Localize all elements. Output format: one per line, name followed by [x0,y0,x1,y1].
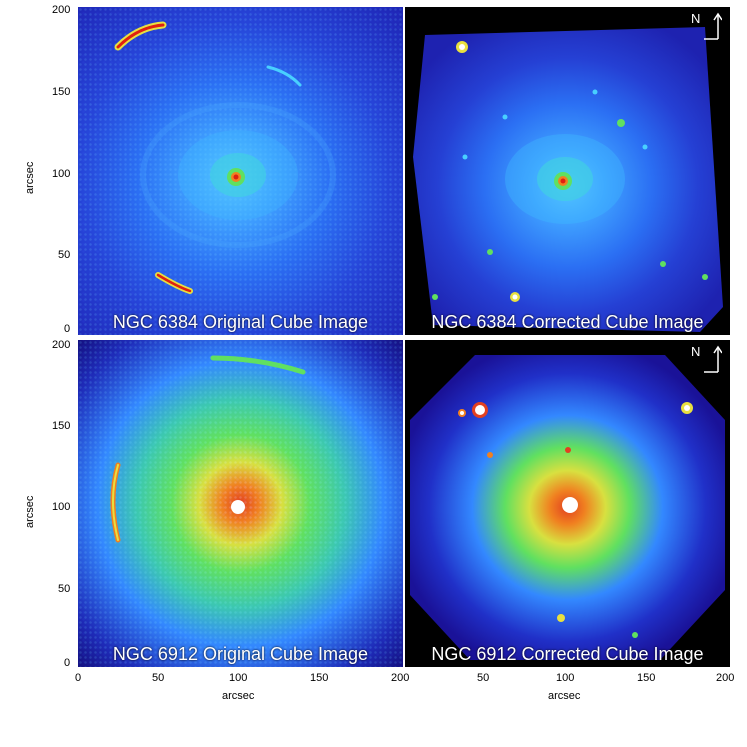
north-label-bottom: N [690,344,701,359]
panel-ngc6384-corrected: N NGC 6384 Corrected Cube Image [405,7,730,335]
y-axis-title-bottom: arcsec [24,495,36,528]
x-tick-right-150: 150 [637,672,656,684]
x-tick-right-200: 200 [716,672,735,684]
galaxy-image-ngc6384-corrected [413,27,723,332]
y-tick-top-200: 200 [52,4,71,16]
x-axis-title-left: arcsec [222,690,255,702]
x-tick-right-100: 100 [556,672,575,684]
panel-ngc6912-original: NGC 6912 Original Cube Image [78,340,403,667]
y-tick-bottom-0: 0 [64,657,71,669]
caption-top-left: NGC 6384 Original Cube Image [112,312,369,332]
y-tick-bottom-150: 150 [52,420,71,432]
y-axis-title-top: arcsec [24,161,36,194]
y-tick-bottom-100: 100 [52,501,71,513]
x-axis-title-right: arcsec [548,690,581,702]
north-arrow-icon [704,345,723,373]
y-tick-top-0: 0 [64,323,71,335]
y-tick-bottom-200: 200 [52,339,71,351]
x-tick-right-50: 50 [477,672,490,684]
north-arrow-bottom: N [690,344,723,374]
y-tick-top-50: 50 [58,249,71,261]
galaxy-image-ngc6912-original [110,355,306,543]
x-tick-left-150: 150 [310,672,329,684]
x-tick-left-200: 200 [391,672,410,684]
x-tick-left-50: 50 [152,672,165,684]
panel-ngc6384-original: NGC 6384 Original Cube Image [78,7,403,335]
north-label-top: N [690,11,701,26]
panel-ngc6912-corrected: N NGC 6912 Corrected Cube Image [405,340,730,667]
x-tick-left-100: 100 [229,672,248,684]
y-tick-top-150: 150 [52,86,71,98]
north-arrow-top: N [690,11,723,41]
caption-bottom-left: NGC 6912 Original Cube Image [112,644,369,664]
caption-bottom-right: NGC 6912 Corrected Cube Image [431,644,704,664]
y-tick-bottom-50: 50 [58,583,71,595]
north-arrow-icon [704,12,723,40]
y-tick-top-100: 100 [52,168,71,180]
galaxy-image-ngc6384-original [114,21,336,294]
x-tick-left-0: 0 [75,672,82,684]
caption-top-right: NGC 6384 Corrected Cube Image [431,312,704,332]
galaxy-image-ngc6912-corrected [410,355,725,660]
